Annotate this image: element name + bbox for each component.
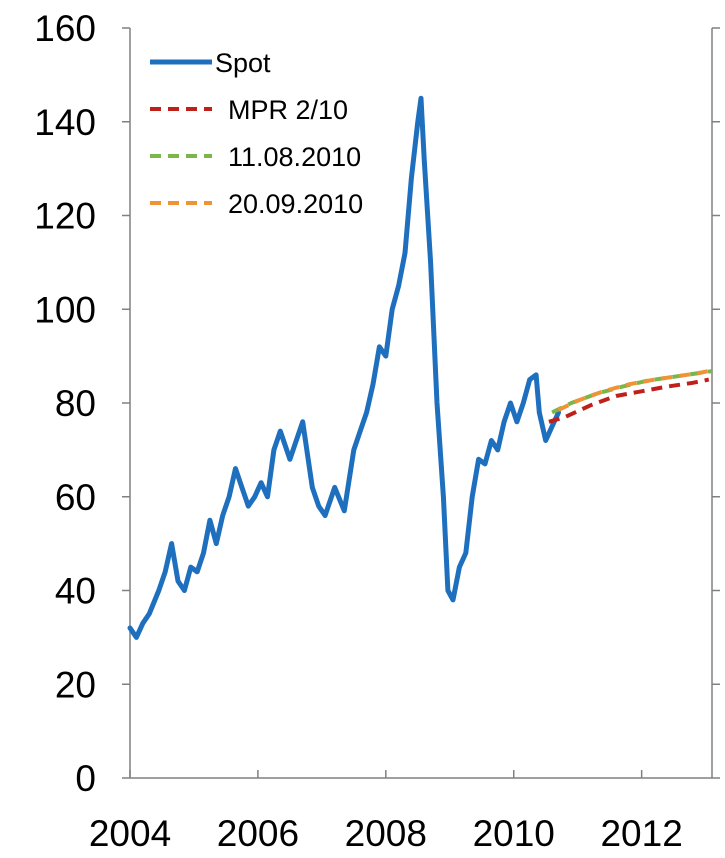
legend-label-0: Spot — [215, 48, 271, 78]
y-tick-label: 20 — [55, 664, 96, 705]
y-tick-label: 80 — [55, 383, 96, 424]
x-tick-label: 2012 — [600, 813, 682, 854]
ticks — [122, 27, 720, 779]
y-tick-label: 120 — [34, 196, 96, 237]
y-tick-label: 40 — [55, 571, 96, 612]
x-tick-label: 2010 — [473, 813, 555, 854]
y-tick-label: 140 — [34, 102, 96, 143]
y-tick-label: 0 — [75, 758, 96, 799]
series — [127, 95, 713, 640]
y-tick-label: 160 — [34, 8, 96, 49]
x-tick-label: 2004 — [89, 813, 171, 854]
legend-label-2: 11.08.2010 — [228, 142, 361, 172]
legend: Spot MPR 2/10 11.08.2010 20.09.2010 — [150, 48, 363, 219]
series-line-3 — [557, 368, 713, 412]
tick-labels: 0 20 40 60 80 100 120 140 160 2004 2006 2008 2010 201… — [34, 8, 683, 854]
series-line-1 — [548, 377, 710, 424]
x-tick-label: 2008 — [345, 813, 427, 854]
legend-label-1: MPR 2/10 — [228, 95, 348, 125]
series-line-0 — [127, 95, 561, 640]
y-tick-label: 60 — [55, 477, 96, 518]
legend-label-3: 20.09.2010 — [228, 189, 363, 219]
series-line-2 — [551, 369, 713, 415]
y-tick-label: 100 — [34, 289, 96, 330]
x-tick-label: 2006 — [217, 813, 299, 854]
